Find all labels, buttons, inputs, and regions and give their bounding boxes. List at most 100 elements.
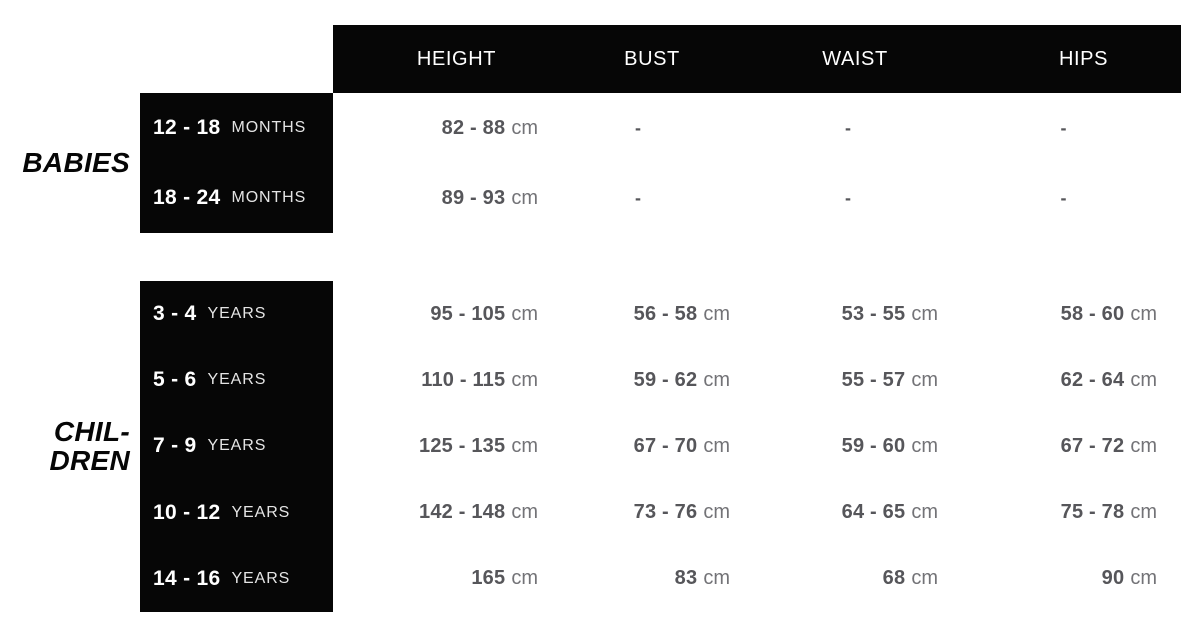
measurement-unit: cm [511,186,538,209]
measurement-cell: 53 - 55 cm [758,281,970,347]
age-range-cell: 7 - 9 YEARS [140,413,333,480]
measurement-value: 67 - 70 [633,434,698,457]
measurement-value: 67 - 72 [1060,434,1125,457]
age-range: 10 - 12 [153,500,221,524]
empty-measurement-cell: - [758,163,970,233]
measurement-unit: cm [511,567,538,590]
column-header-bust: BUST [546,25,758,93]
measurement-value: 75 - 78 [1060,501,1125,524]
measurement-cell: 56 - 58 cm [546,281,758,347]
measurement-unit: cm [703,434,730,457]
measurement-cell: 95 - 105 cm [333,281,546,347]
measurement-value: 58 - 60 [1060,302,1125,325]
age-unit-label: MONTHS [231,189,307,206]
age-range: 7 - 9 [153,434,197,458]
measurement-cell: 142 - 148 cm [333,480,546,546]
age-range: 5 - 6 [153,368,197,392]
age-unit-label: YEARS [207,305,267,323]
measurement-value: 110 - 115 [421,368,506,391]
age-range-cell: 10 - 12 YEARS [140,479,333,546]
dash: - [1060,187,1067,208]
age-range: 3 - 4 [153,302,197,326]
section-label-children: CHIL- DREN [0,281,140,612]
section-label-line: BABIES [22,147,130,179]
measurement-unit: cm [703,302,730,325]
measurement-cell: 58 - 60 cm [970,281,1181,347]
measurement-value: 95 - 105 [430,302,506,325]
section-label-line: CHIL- [53,415,130,447]
measurement-value: 62 - 64 [1060,368,1125,391]
section-label-babies: BABIES [0,93,140,233]
column-header-waist: WAIST [758,25,970,93]
measurement-value: 83 [674,567,698,590]
measurement-unit: cm [911,567,938,590]
age-unit-label: MONTHS [231,119,307,136]
measurement-cell: 67 - 72 cm [970,413,1181,479]
empty-measurement-cell: - [970,163,1181,233]
dash: - [635,187,641,208]
measurement-cell: 75 - 78 cm [970,480,1181,546]
measurement-value: 59 - 62 [633,368,698,391]
measurement-value: 125 - 135 [419,434,506,457]
measurement-unit: cm [911,501,938,524]
measurement-cell: 110 - 115 cm [333,347,546,413]
age-range: 14 - 16 [153,566,221,590]
age-range: 12 - 18 [153,116,221,139]
measurement-value: 55 - 57 [841,368,906,391]
empty-measurement-cell: - [546,93,758,163]
measurement-cell: 83 cm [546,546,758,612]
column-header-hips: HIPS [970,25,1181,93]
measurement-value: 68 [882,567,906,590]
dash: - [635,117,641,138]
measurement-cell: 165 cm [333,546,546,612]
measurement-unit: cm [511,434,538,457]
age-unit-label: YEARS [231,503,291,521]
measurement-cell: 89 - 93 cm [333,163,546,233]
age-range-cell: 3 - 4 YEARS [140,281,333,348]
section-label-line: DREN [49,445,130,477]
measurement-value: 90 [1101,567,1125,590]
measurement-unit: cm [1130,501,1157,524]
measurement-cell: 68 cm [758,546,970,612]
measurement-cell: 62 - 64 cm [970,347,1181,413]
measurement-value: 64 - 65 [841,501,906,524]
age-range: 18 - 24 [153,186,221,209]
measurement-value: 89 - 93 [441,186,506,209]
age-range-cell: 14 - 16 YEARS [140,545,333,612]
measurement-unit: cm [511,368,538,391]
measurement-unit: cm [511,302,538,325]
empty-measurement-cell: - [970,93,1181,163]
measurement-value: 82 - 88 [441,116,506,139]
measurement-value: 59 - 60 [841,434,906,457]
measurement-cell: 67 - 70 cm [546,413,758,479]
age-unit-label: YEARS [207,437,267,455]
measurement-unit: cm [1130,567,1157,590]
measurement-value: 73 - 76 [633,501,698,524]
measurement-cell: 73 - 76 cm [546,480,758,546]
measurement-cell: 90 cm [970,546,1181,612]
dash: - [845,117,851,138]
measurement-unit: cm [703,368,730,391]
measurement-cell: 55 - 57 cm [758,347,970,413]
measurement-cell: 59 - 60 cm [758,413,970,479]
age-range-cell: 12 - 18 MONTHS [140,93,333,163]
measurement-unit: cm [511,501,538,524]
age-range-cell: 18 - 24 MONTHS [140,163,333,233]
measurement-unit: cm [703,567,730,590]
measurement-unit: cm [1130,302,1157,325]
measurement-unit: cm [911,302,938,325]
age-unit-label: YEARS [207,371,267,389]
age-range-cell: 5 - 6 YEARS [140,347,333,414]
measurement-unit: cm [703,501,730,524]
measurement-cell: 64 - 65 cm [758,480,970,546]
dash: - [845,187,851,208]
measurement-cell: 82 - 88 cm [333,93,546,163]
empty-measurement-cell: - [546,163,758,233]
measurement-value: 53 - 55 [841,302,906,325]
age-unit-label: YEARS [231,569,291,587]
column-header-height: HEIGHT [333,25,546,93]
empty-measurement-cell: - [758,93,970,163]
measurement-unit: cm [511,116,538,139]
dash: - [1060,117,1067,138]
